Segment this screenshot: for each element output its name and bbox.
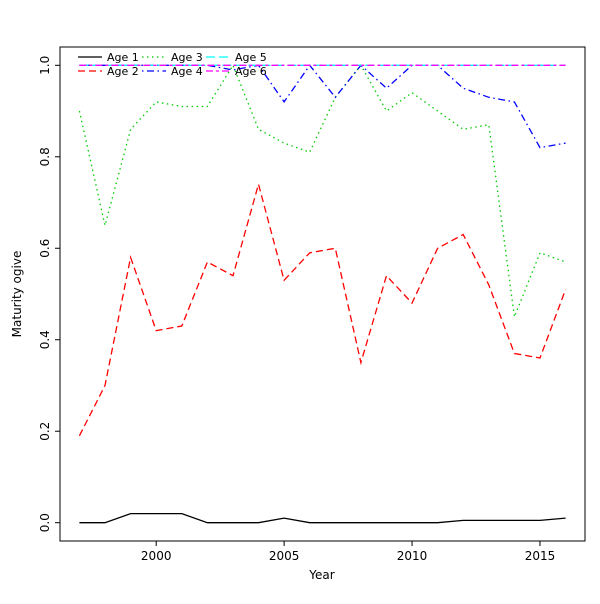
- y-axis-tick-label: 0.6: [38, 239, 52, 258]
- y-axis-tick-label: 0.0: [38, 513, 52, 532]
- x-axis-tick-label: 2000: [141, 549, 172, 563]
- series-line-age-1: [79, 512, 566, 524]
- series-line-age-4: [79, 64, 566, 149]
- legend-label-age-2: Age 2: [107, 65, 139, 78]
- legend-label-age-1: Age 1: [107, 51, 139, 64]
- y-axis-tick-label: 1.0: [38, 56, 52, 75]
- x-axis-label: Year: [308, 568, 334, 582]
- y-axis-tick-label: 0.4: [38, 330, 52, 349]
- x-axis-tick-label: 2005: [269, 549, 300, 563]
- legend-label-age-5: Age 5: [235, 51, 267, 64]
- y-axis-tick-label: 0.2: [38, 422, 52, 441]
- x-axis-tick-label: 2015: [525, 549, 556, 563]
- x-axis-tick-label: 2010: [397, 549, 428, 563]
- series-line-age-3: [78, 63, 566, 320]
- legend-label-age-4: Age 4: [171, 65, 203, 78]
- series-line-age-2: [78, 181, 567, 437]
- plot-border: [59, 46, 586, 542]
- legend-label-age-6: Age 6: [235, 65, 267, 78]
- y-axis-label: Maturity ogive: [10, 251, 24, 338]
- legend-label-age-3: Age 3: [171, 51, 203, 64]
- y-axis-tick-label: 0.8: [38, 147, 52, 166]
